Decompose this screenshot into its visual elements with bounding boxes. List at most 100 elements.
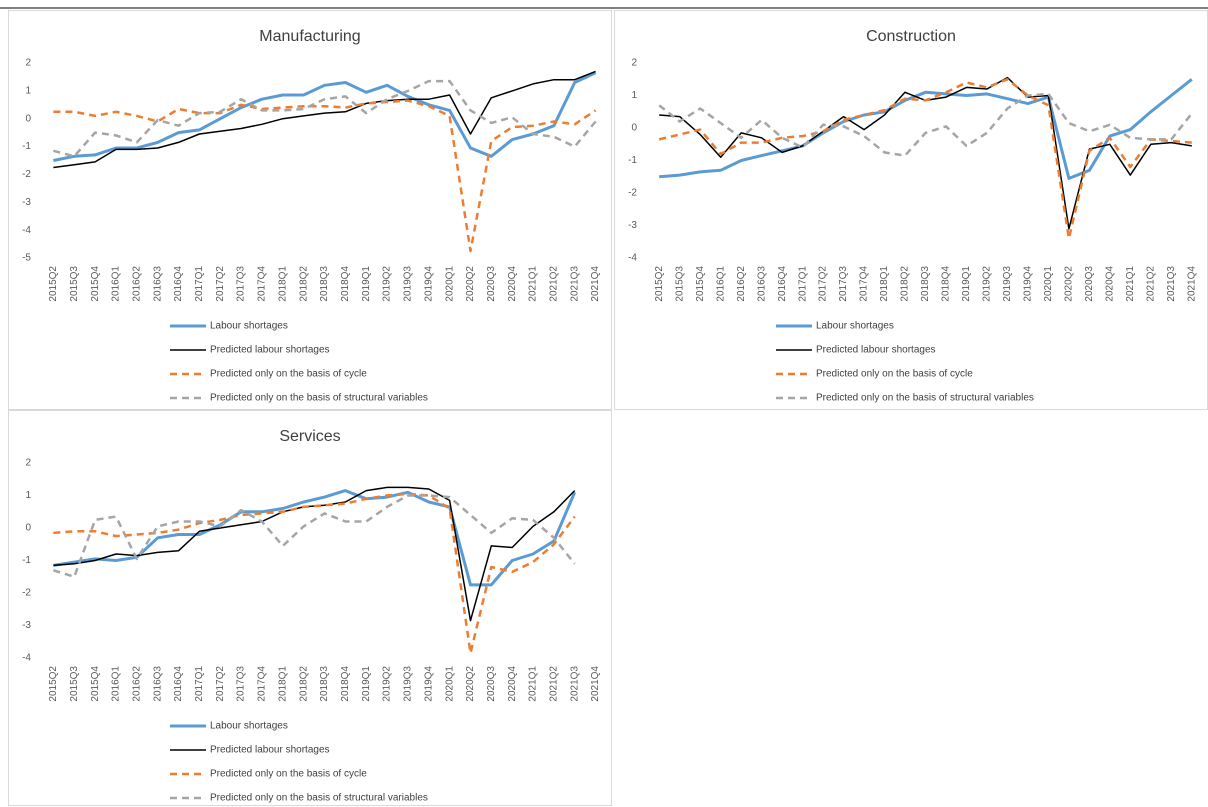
x-tick-label: 2016Q1 (715, 266, 726, 302)
y-tick-label: -4 (22, 653, 31, 664)
x-tick-label: 2016Q4 (173, 266, 184, 302)
y-tick-label: -1 (628, 155, 637, 166)
legend-label: Predicted labour shortages (210, 745, 330, 756)
legend-label: Predicted only on the basis of structura… (210, 393, 428, 404)
x-tick-label: 2018Q2 (298, 266, 309, 302)
x-tick-label: 2017Q2 (215, 666, 226, 702)
x-tick-label: 2016Q2 (131, 666, 142, 702)
x-tick-label: 2019Q4 (423, 666, 434, 702)
x-tick-label: 2015Q4 (695, 266, 706, 302)
x-tick-label: 2020Q2 (1064, 266, 1075, 302)
x-tick-label: 2020Q2 (465, 266, 476, 302)
y-tick-label: 0 (25, 113, 31, 124)
chart-panel: Services -4 -3 -2 -1 0 1 2 2015Q2 2015Q3 2015Q4 201… (8, 410, 612, 806)
x-tick-label: 2016Q1 (111, 266, 122, 302)
x-tick-label: 2018Q4 (941, 266, 952, 302)
x-tick-label: 2021Q3 (569, 666, 580, 702)
x-tick-label: 2018Q1 (277, 666, 288, 702)
x-tick-label: 2015Q3 (69, 266, 80, 302)
x-tick-label: 2019Q1 (961, 266, 972, 302)
x-tick-label: 2020Q4 (1104, 266, 1115, 302)
series-line (53, 492, 576, 655)
panel-frame (8, 410, 612, 806)
x-tick-label: 2017Q1 (194, 666, 205, 702)
x-tick-label: 2017Q3 (838, 266, 849, 302)
x-tick-label: 2015Q3 (674, 266, 685, 302)
x-tick-label: 2018Q3 (920, 266, 931, 302)
y-tick-label: -1 (22, 555, 31, 566)
x-tick-label: 2020Q3 (486, 266, 497, 302)
series-line (658, 92, 1193, 157)
y-tick-label: -5 (22, 253, 31, 264)
y-tick-label: 0 (631, 123, 637, 134)
y-tick-label: -3 (22, 197, 31, 208)
x-tick-label: 2021Q1 (528, 266, 539, 302)
legend-label: Predicted labour shortages (816, 345, 936, 356)
x-tick-label: 2018Q2 (298, 666, 309, 702)
legend-label: Predicted labour shortages (210, 345, 330, 356)
chart-panel: Manufacturing -5 -4 -3 -2 -1 0 1 2 2015Q2 2015Q3 20… (8, 10, 612, 410)
x-tick-label: 2017Q1 (797, 266, 808, 302)
x-tick-label: 2018Q1 (879, 266, 890, 302)
y-tick-label: 2 (25, 58, 31, 69)
x-tick-label: 2019Q4 (1023, 266, 1034, 302)
y-tick-label: 2 (25, 458, 31, 469)
x-tick-label: 2015Q4 (90, 266, 101, 302)
y-tick-label: -3 (22, 620, 31, 631)
x-tick-label: 2021Q2 (549, 666, 560, 702)
x-tick-label: 2017Q3 (236, 666, 247, 702)
x-tick-label: 2016Q3 (152, 266, 163, 302)
x-tick-label: 2019Q2 (382, 666, 393, 702)
x-tick-label: 2017Q4 (859, 266, 870, 302)
y-tick-label: 1 (631, 90, 637, 101)
chart-title: Services (279, 428, 340, 445)
y-tick-label: -4 (22, 225, 31, 236)
y-tick-label: 1 (25, 85, 31, 96)
y-tick-label: -2 (628, 188, 637, 199)
x-tick-label: 2015Q2 (48, 266, 59, 302)
legend-label: Predicted only on the basis of cycle (816, 369, 973, 380)
x-tick-label: 2019Q3 (403, 666, 414, 702)
y-tick-label: -4 (628, 253, 637, 264)
y-tick-label: 1 (25, 490, 31, 501)
x-tick-label: 2021Q1 (1125, 266, 1136, 302)
x-tick-label: 2017Q2 (215, 266, 226, 302)
y-tick-label: -2 (22, 588, 31, 599)
x-tick-label: 2021Q4 (590, 266, 601, 302)
x-tick-label: 2017Q3 (236, 266, 247, 302)
x-tick-label: 2020Q2 (465, 666, 476, 702)
x-tick-label: 2016Q3 (756, 266, 767, 302)
legend-label: Labour shortages (210, 721, 288, 732)
x-tick-label: 2021Q3 (1166, 266, 1177, 302)
x-tick-label: 2017Q4 (257, 266, 268, 302)
x-tick-label: 2019Q3 (1002, 266, 1013, 302)
series-line (53, 486, 576, 622)
series-line (53, 71, 597, 162)
legend-label: Predicted only on the basis of cycle (210, 769, 367, 780)
x-tick-label: 2021Q2 (549, 266, 560, 302)
y-tick-label: -1 (22, 141, 31, 152)
chart-panel: Construction -4 -3 -2 -1 0 1 2 2015Q2 2015Q3 2015Q… (614, 10, 1208, 410)
x-tick-label: 2016Q1 (111, 666, 122, 702)
y-tick-label: -2 (22, 169, 31, 180)
x-tick-label: 2019Q2 (382, 266, 393, 302)
panel-frame (8, 10, 612, 410)
x-tick-label: 2016Q4 (777, 266, 788, 302)
x-tick-label: 2019Q3 (403, 266, 414, 302)
x-tick-label: 2019Q1 (361, 266, 372, 302)
x-tick-label: 2018Q3 (319, 266, 330, 302)
x-tick-label: 2017Q1 (194, 266, 205, 302)
series-line (53, 99, 597, 253)
x-tick-label: 2021Q4 (1186, 266, 1197, 302)
series-line (53, 494, 576, 579)
x-tick-label: 2016Q4 (173, 666, 184, 702)
x-tick-label: 2015Q2 (48, 666, 59, 702)
x-tick-label: 2020Q1 (444, 266, 455, 302)
legend-label: Labour shortages (816, 321, 894, 332)
x-tick-label: 2018Q4 (340, 666, 351, 702)
y-tick-label: -3 (628, 220, 637, 231)
x-tick-label: 2018Q1 (277, 266, 288, 302)
x-tick-label: 2021Q3 (569, 266, 580, 302)
x-tick-label: 2021Q1 (528, 666, 539, 702)
x-tick-label: 2020Q1 (444, 666, 455, 702)
